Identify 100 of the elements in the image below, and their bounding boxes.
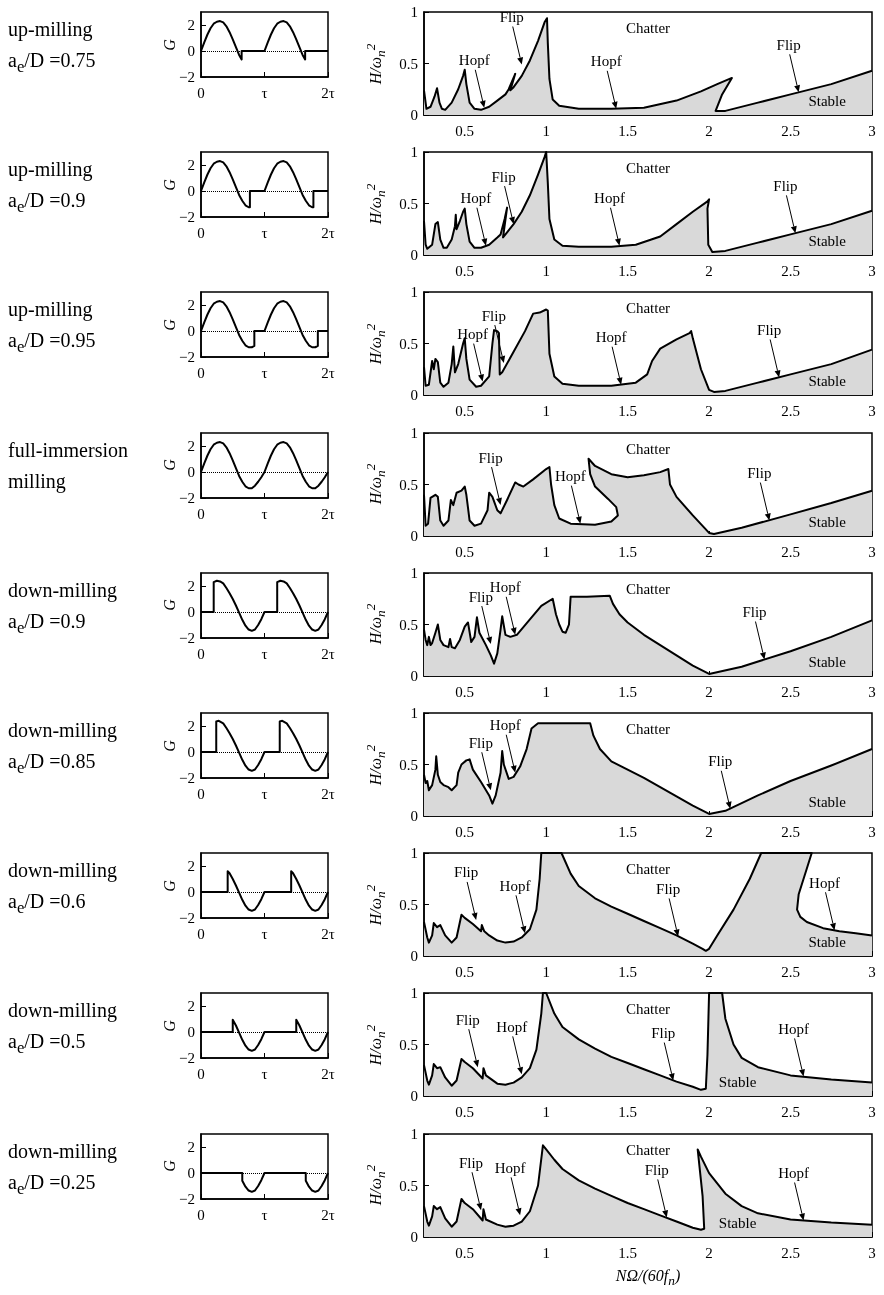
text: a$_{e}$/D =0.95 (8, 329, 96, 357)
x-tick-label: 1 (542, 1103, 550, 1120)
y-tick-label: −2 (179, 629, 195, 646)
x-tick-label: τ (261, 925, 268, 942)
y-tick-label: 0.5 (399, 616, 418, 633)
x-tick-label: τ (261, 645, 268, 662)
annotation: Flip (747, 464, 772, 481)
y-tick-label: −2 (179, 770, 195, 786)
annotation: Flip (651, 1025, 676, 1042)
y-tick-label: 0 (187, 603, 195, 620)
annotation: Chatter (625, 160, 671, 177)
x-tick-label: 1 (542, 262, 550, 279)
x-tick-label: τ (261, 224, 268, 241)
annotation: Stable (808, 933, 847, 950)
annotation: Flip (458, 1154, 484, 1171)
y-tick-label: 0.5 (399, 55, 418, 72)
x-tick-label: 2τ (321, 364, 335, 381)
x-tick-label: 2 (705, 1244, 713, 1261)
annotation: Flip (656, 881, 681, 898)
annotation: Stable (808, 513, 847, 530)
y-axis-title: G (161, 879, 179, 892)
x-tick-label: 2.5 (781, 122, 800, 139)
y-axis-title: G (161, 319, 179, 331)
x-tick-label: 2 (705, 1103, 713, 1120)
x-tick-label: τ (261, 84, 268, 101)
x-tick-label: 1.5 (618, 823, 638, 840)
text: a$_{e}$/D =0.6 (8, 890, 86, 918)
annotation: Flip (773, 178, 798, 195)
x-tick-label: 1.5 (618, 402, 638, 419)
y-tick-label: −2 (179, 1050, 195, 1067)
annotation: Hopf (457, 326, 489, 343)
annotation: Hopf (458, 52, 490, 69)
y-tick-label: 0 (410, 808, 418, 824)
x-tick-label: 2τ (321, 785, 335, 802)
x-tick-label: 1 (542, 683, 550, 700)
y-tick-label: 1 (410, 705, 418, 721)
x-tick-label: 2τ (321, 505, 335, 522)
x-tick-label: 3 (868, 683, 876, 700)
x-tick-label: τ (261, 1065, 268, 1082)
x-tick-label: 2.5 (781, 963, 800, 980)
y-tick-label: 0 (410, 1088, 418, 1105)
x-tick-label: 1.5 (618, 1103, 638, 1120)
y-tick-label: 1 (410, 284, 418, 301)
y-tick-label: −2 (179, 1190, 195, 1207)
annotation: Stable (718, 1073, 757, 1090)
x-tick-label: 1.5 (618, 1244, 638, 1261)
x-tick-label: 3 (868, 543, 876, 560)
y-tick-label: 1 (410, 985, 418, 1002)
y-axis-title: G (161, 459, 179, 471)
annotation: Chatter (625, 1142, 671, 1159)
x-tick-label: τ (261, 364, 268, 381)
x-tick-label: 2 (705, 823, 713, 840)
y-axis-title: G (161, 739, 179, 752)
x-tick-label: 2 (705, 963, 713, 980)
annotation: Flip (499, 9, 524, 26)
x-tick-label: 2.5 (781, 1244, 800, 1261)
x-tick-label: 1 (542, 402, 550, 419)
annotation: Hopf (809, 874, 840, 891)
y-tick-label: 1 (410, 1125, 418, 1142)
y-tick-label: −2 (179, 69, 195, 85)
annotation: Hopf (778, 1021, 809, 1038)
x-axis-title: NΩ/(60f$_{n}$) (615, 1266, 681, 1289)
x-tick-label: 1 (542, 1244, 550, 1261)
annotation: Stable (718, 1214, 757, 1231)
y-tick-label: 0 (187, 43, 195, 59)
y-tick-label: 0 (410, 667, 418, 684)
y-tick-label: 1 (410, 845, 418, 862)
text: a$_{e}$/D =0.25 (8, 1170, 96, 1198)
x-tick-label: 2τ (321, 1206, 335, 1223)
y-tick-label: 0.5 (399, 476, 418, 493)
annotation: Hopf (499, 878, 531, 895)
x-tick-label: 2 (705, 262, 713, 279)
annotation: Flip (491, 168, 516, 185)
annotation: Hopf (489, 717, 521, 734)
annotation: Flip (644, 1161, 669, 1178)
y-tick-label: 0.5 (399, 756, 418, 773)
x-tick-label: τ (261, 785, 268, 802)
text: a$_{e}$/D =0.9 (8, 189, 86, 217)
x-tick-label: 2.5 (781, 262, 800, 279)
y-tick-label: 2 (187, 858, 195, 875)
y-tick-label: 0 (187, 463, 195, 480)
y-tick-label: 1 (410, 144, 418, 161)
annotation: Stable (808, 232, 847, 249)
x-tick-label: τ (261, 1206, 268, 1223)
annotation: Hopf (554, 467, 586, 484)
y-tick-label: 1 (410, 424, 418, 441)
annotation: Hopf (496, 1019, 528, 1036)
y-tick-label: 2 (187, 157, 195, 174)
y-tick-label: 2 (187, 998, 195, 1015)
y-axis-title: G (161, 599, 179, 612)
x-tick-label: 0.5 (455, 683, 475, 700)
annotation: Flip (468, 734, 493, 751)
annotation: Flip (742, 603, 767, 620)
x-tick-label: 0.5 (455, 1244, 475, 1261)
x-tick-label: 3 (868, 1244, 876, 1261)
x-tick-label: 1.5 (618, 963, 638, 980)
text: a$_{e}$/D =0.5 (8, 1030, 86, 1058)
annotation: Stable (808, 793, 847, 810)
y-axis-title: G (161, 1020, 179, 1032)
y-tick-label: 0 (187, 884, 195, 901)
